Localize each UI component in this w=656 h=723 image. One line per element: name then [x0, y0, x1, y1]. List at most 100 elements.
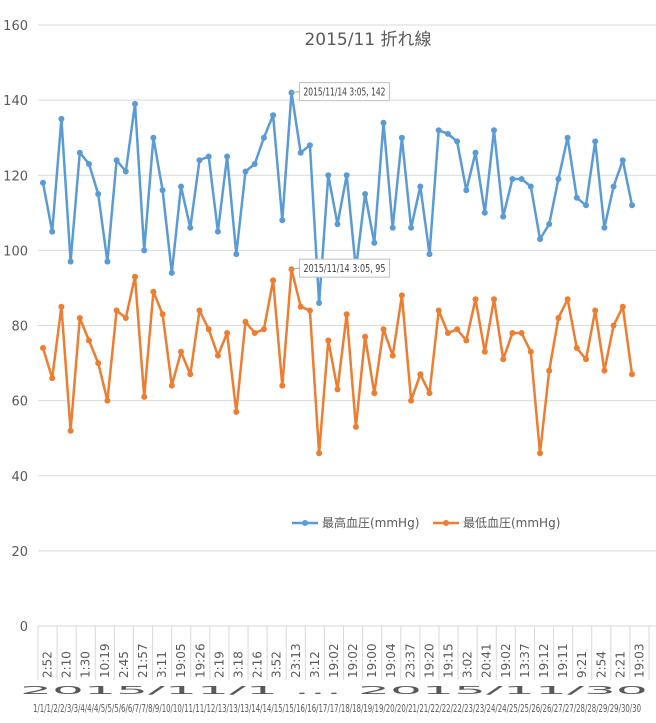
data-point	[444, 330, 451, 336]
x-tick-label: 3:11	[155, 651, 169, 678]
x-tick-label: 3:02	[461, 651, 475, 678]
data-point	[491, 296, 497, 303]
data-point	[454, 138, 461, 145]
data-point	[67, 427, 74, 434]
data-point	[537, 236, 543, 243]
data-point	[316, 450, 323, 457]
data-point	[352, 423, 359, 430]
data-point	[362, 191, 369, 197]
data-point	[306, 307, 313, 314]
data-point	[279, 382, 286, 389]
x-tick-label: 23:13	[289, 643, 303, 678]
data-point	[509, 176, 516, 182]
series-layer	[40, 89, 635, 457]
data-point	[49, 375, 56, 382]
legend-label-low: 最低血圧(mmHg)	[463, 516, 560, 530]
data-point	[325, 337, 332, 344]
x-tick-label: 19:26	[193, 643, 207, 678]
data-point	[242, 318, 249, 325]
y-tick-label-80: 80	[11, 320, 28, 335]
x-date-row-1: 2015/11/1 ... 2015/11/30	[20, 684, 648, 697]
data-point	[509, 330, 516, 336]
chart-title: 2015/11 折れ線	[304, 30, 431, 50]
x-tick-label: 2:19	[212, 651, 226, 678]
y-tick-label-0: 0	[20, 620, 28, 635]
data-point	[481, 209, 488, 216]
y-axis: 0 20 40 60 80 100 120 140 160	[3, 19, 28, 635]
data-point	[380, 119, 387, 126]
data-point	[132, 100, 138, 107]
x-tick-label: 3:52	[270, 651, 284, 678]
y-tick-label-40: 40	[11, 470, 28, 485]
data-point	[104, 397, 111, 404]
data-point	[472, 296, 479, 303]
series-line-1	[41, 267, 634, 455]
data-point	[233, 408, 240, 415]
data-point	[564, 296, 571, 303]
x-tick-label: 19:00	[365, 643, 379, 678]
data-point	[196, 157, 203, 164]
data-point	[629, 202, 635, 209]
y-tick-label-160: 160	[3, 19, 28, 34]
data-point	[334, 221, 341, 228]
data-point	[454, 326, 461, 333]
x-tick-label: 1:30	[79, 651, 93, 678]
data-point	[187, 224, 194, 231]
data-point	[104, 258, 111, 265]
x-tick-label: 3:18	[231, 651, 245, 678]
data-point	[205, 153, 212, 160]
data-point	[398, 134, 405, 141]
x-tick-label: 3:12	[308, 651, 322, 678]
x-tick-label: 19:04	[384, 643, 398, 678]
x-tick-label: 2:10	[60, 651, 74, 678]
data-point	[527, 348, 534, 355]
data-point	[500, 356, 507, 363]
y-tick-label-140: 140	[3, 94, 28, 109]
x-axis: 2:52 2:10 1:30 10:19 2:45 21:57 3:11 19:05 19:26…	[20, 643, 648, 715]
x-tick-label: 2:16	[251, 651, 265, 678]
data-point	[168, 382, 175, 389]
data-point	[67, 258, 74, 265]
data-point	[224, 330, 231, 336]
data-point	[86, 161, 92, 167]
data-point	[251, 161, 258, 167]
data-point	[472, 149, 479, 156]
y-tick-label-60: 60	[11, 395, 28, 410]
x-tick-label: 2:21	[613, 651, 627, 678]
data-point	[343, 172, 350, 179]
legend-marker-low	[443, 520, 449, 526]
data-point	[371, 239, 378, 246]
data-point	[444, 130, 451, 137]
x-tick-label: 19:03	[632, 643, 646, 678]
data-point	[601, 367, 608, 374]
data-point	[463, 337, 470, 344]
data-point	[518, 330, 525, 336]
callout-box	[298, 258, 390, 278]
data-point	[251, 330, 258, 336]
x-tick-label: 19:20	[422, 643, 436, 678]
data-point	[159, 311, 166, 318]
data-point	[463, 187, 470, 194]
x-tick-label: 2:54	[594, 651, 608, 678]
data-point	[601, 224, 608, 231]
data-point	[481, 348, 488, 355]
callout-label: 2015/11/14 3:05, 95	[303, 262, 385, 275]
data-point	[150, 134, 157, 141]
legend: 最高血圧(mmHg) 最低血圧(mmHg)	[292, 515, 560, 530]
data-point	[205, 326, 212, 333]
data-point	[58, 303, 65, 310]
x-tick-label: 2:52	[41, 651, 55, 678]
data-point	[537, 450, 543, 457]
callout-leader	[291, 91, 300, 94]
data-point	[398, 292, 405, 299]
data-point	[546, 221, 553, 228]
data-point	[362, 333, 369, 340]
data-point	[325, 172, 332, 179]
data-point	[279, 217, 286, 224]
legend-label-high: 最高血圧(mmHg)	[322, 515, 419, 530]
data-point	[242, 168, 249, 175]
data-point	[141, 247, 148, 254]
data-point	[435, 307, 442, 314]
data-point	[619, 157, 626, 164]
